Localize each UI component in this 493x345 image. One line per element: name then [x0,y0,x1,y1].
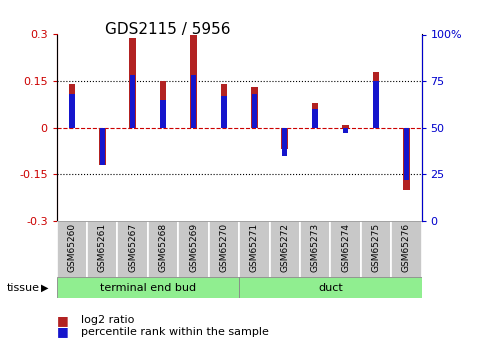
Text: GDS2115 / 5956: GDS2115 / 5956 [105,22,230,37]
Text: GSM65270: GSM65270 [219,223,228,272]
Text: GSM65261: GSM65261 [98,223,107,272]
Text: GSM65275: GSM65275 [371,223,381,272]
Bar [100,128,105,165]
Bar [87,221,117,278]
Bar [57,221,87,278]
Text: ■: ■ [57,314,69,327]
Bar [373,81,379,128]
Bar [342,125,349,128]
Bar [239,277,422,298]
Bar [343,128,348,133]
Text: duct: duct [318,283,343,293]
Bar [282,128,287,156]
Bar [57,277,239,298]
Bar [300,221,330,278]
Text: log2 ratio: log2 ratio [81,315,135,325]
Text: GSM65271: GSM65271 [250,223,259,272]
Bar [191,76,196,128]
Bar [239,221,270,278]
Text: GSM65276: GSM65276 [402,223,411,272]
Text: GSM65267: GSM65267 [128,223,137,272]
Bar [221,96,227,128]
Text: GSM65260: GSM65260 [68,223,76,272]
Bar [130,76,136,128]
Bar [251,87,258,128]
Bar [190,34,197,128]
Bar [178,221,209,278]
Bar [270,221,300,278]
Bar [148,221,178,278]
Text: terminal end bud: terminal end bud [100,283,196,293]
Bar [404,128,409,180]
Bar [391,221,422,278]
Bar [282,128,288,149]
Bar [220,84,227,128]
Bar [312,103,318,128]
Text: GSM65268: GSM65268 [159,223,168,272]
Bar [209,221,239,278]
Bar [99,128,106,165]
Bar [160,100,166,128]
Text: tissue: tissue [6,283,39,293]
Text: percentile rank within the sample: percentile rank within the sample [81,327,269,337]
Text: ■: ■ [57,325,69,338]
Bar [330,221,361,278]
Text: GSM65274: GSM65274 [341,223,350,272]
Bar [129,38,136,128]
Bar [69,94,74,128]
Bar [361,221,391,278]
Bar [251,94,257,128]
Bar [373,72,379,128]
Bar [313,109,318,128]
Text: GSM65269: GSM65269 [189,223,198,272]
Text: GSM65272: GSM65272 [280,223,289,272]
Text: ▶: ▶ [41,283,48,293]
Bar [117,221,148,278]
Text: GSM65273: GSM65273 [311,223,319,272]
Bar [69,84,75,128]
Bar [160,81,167,128]
Bar [403,128,410,190]
